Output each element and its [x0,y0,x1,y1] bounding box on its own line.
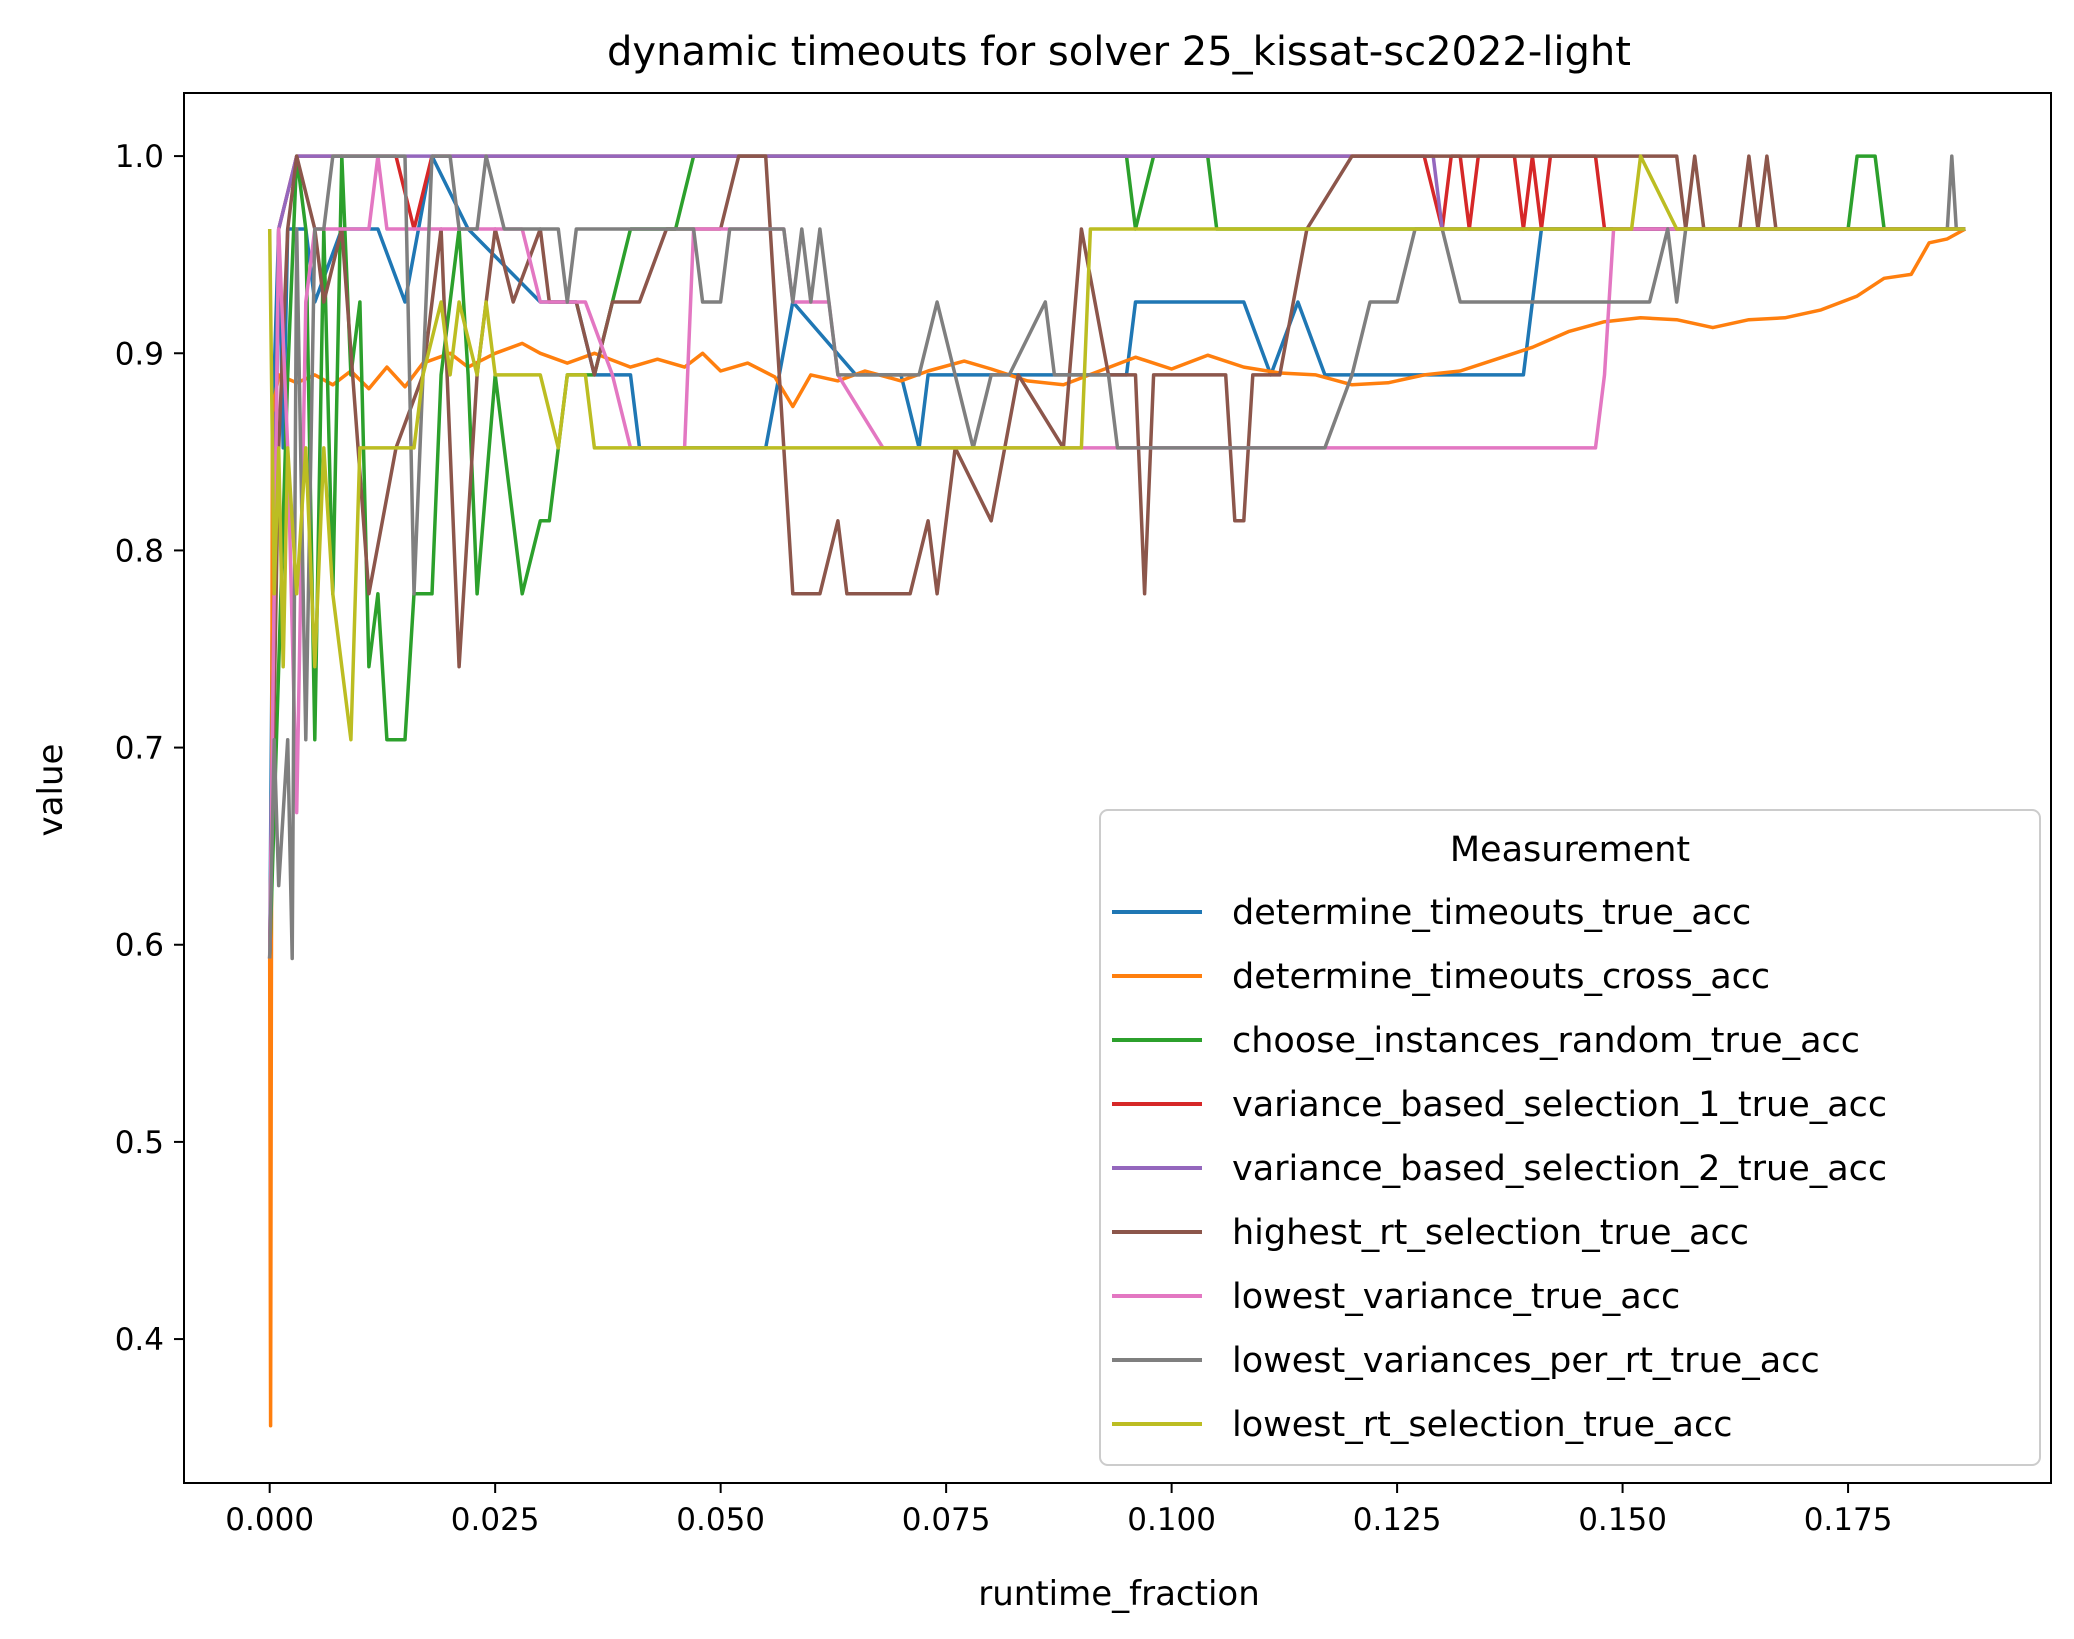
x-tick-label: 0.150 [1578,1502,1667,1538]
x-axis-label: runtime_fraction [978,1574,1260,1614]
legend-label-variance-based-selection-2-true-acc: variance_based_selection_2_true_acc [1232,1149,1887,1189]
y-tick-label: 0.6 [115,928,164,964]
x-tick-label: 0.175 [1804,1502,1893,1538]
plot-frame [183,92,2052,1484]
legend-label-lowest-variances-per-rt-true-acc: lowest_variances_per_rt_true_acc [1232,1341,1820,1381]
legend-label-determine-timeouts-cross-acc: determine_timeouts_cross_acc [1232,957,1770,997]
series-layer [267,154,1967,1428]
y-tick-label: 0.8 [115,533,164,569]
x-tick-label: 0.000 [225,1502,314,1538]
legend-label-highest-rt-selection-true-acc: highest_rt_selection_true_acc [1232,1213,1749,1253]
legend-label-variance-based-selection-1-true-acc: variance_based_selection_1_true_acc [1232,1085,1887,1125]
y-tick-label: 0.9 [115,336,164,372]
y-axis-label: value [31,744,71,837]
x-tick-label: 0.100 [1127,1502,1216,1538]
x-tick-label: 0.025 [451,1502,540,1538]
legend-box [1099,809,2041,1466]
x-tick-label: 0.075 [902,1502,991,1538]
series-line-highest-rt-selection-true-acc [267,154,1966,959]
legend-label-lowest-rt-selection-true-acc: lowest_rt_selection_true_acc [1232,1405,1732,1445]
series-line-variance-based-selection-1-true-acc [267,154,1966,959]
x-axis: 0.000 0.025 0.050 0.075 0.100 0.125 0.150 0.175 [225,1483,1892,1538]
legend-title: Measurement [1450,830,1690,870]
y-tick-label: 1.0 [115,139,164,175]
x-tick-label: 0.125 [1353,1502,1442,1538]
legend-label-choose-instances-random-true-acc: choose_instances_random_true_acc [1232,1021,1860,1061]
y-tick-label: 0.4 [115,1322,164,1358]
legend-label-lowest-variance-true-acc: lowest_variance_true_acc [1232,1277,1680,1317]
legend-label-determine-timeouts-true-acc: determine_timeouts_true_acc [1232,893,1751,933]
y-tick-label: 0.7 [115,731,164,767]
y-tick-label: 0.5 [115,1125,164,1161]
series-line-lowest-rt-selection-true-acc [267,154,1966,742]
x-tick-label: 0.050 [676,1502,765,1538]
y-axis: 0.4 0.5 0.6 0.7 0.8 0.9 1.0 [115,139,184,1358]
chart-title: dynamic timeouts for solver 25_kissat-sc… [607,29,1631,75]
legend: Measurement determine_timeouts_true_accd… [1099,809,2041,1466]
